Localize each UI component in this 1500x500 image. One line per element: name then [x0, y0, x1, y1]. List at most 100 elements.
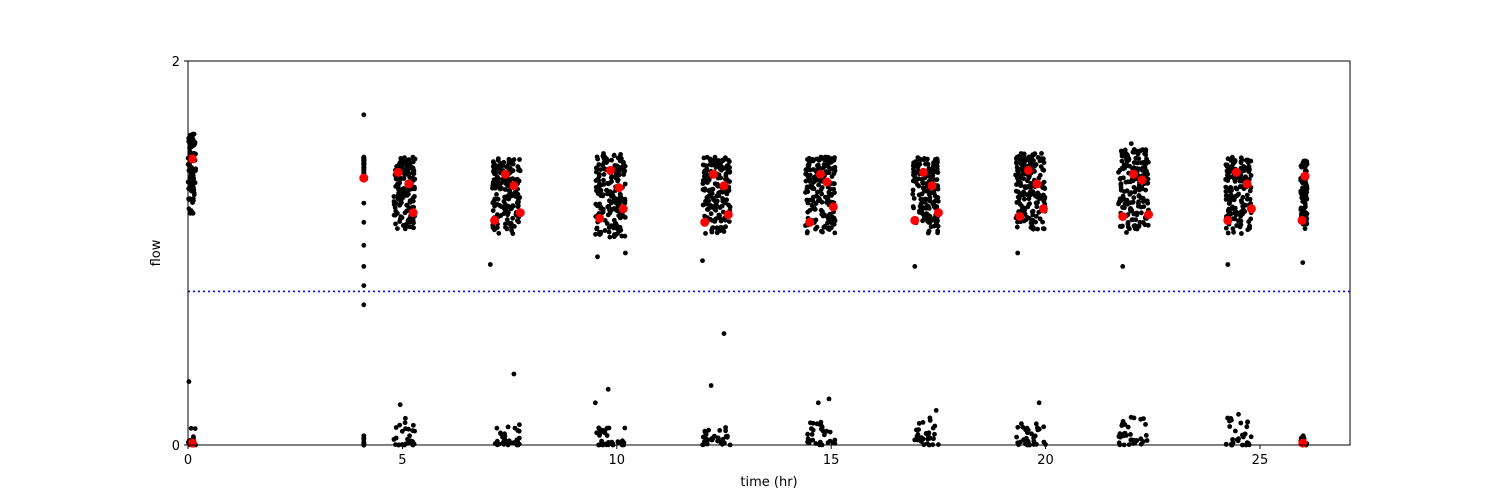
raw-point — [1020, 424, 1026, 430]
raw-point — [1014, 434, 1019, 440]
raw-point — [1239, 209, 1245, 214]
raw-point — [621, 199, 627, 205]
raw-point — [810, 198, 816, 204]
raw-point — [915, 182, 920, 187]
raw-point — [1023, 217, 1029, 223]
raw-point — [831, 186, 837, 192]
raw-point — [820, 428, 826, 434]
raw-point — [820, 213, 826, 219]
raw-point — [1125, 424, 1131, 430]
raw-point — [495, 212, 500, 218]
mean-point — [816, 169, 825, 179]
raw-point — [717, 166, 723, 172]
outlier-point — [592, 400, 598, 406]
raw-point — [404, 191, 410, 196]
outlier-point — [1225, 262, 1231, 267]
raw-point — [917, 203, 923, 209]
raw-point — [1029, 209, 1035, 215]
raw-point — [509, 228, 514, 233]
raw-point — [911, 170, 916, 175]
raw-point — [606, 425, 612, 431]
raw-point — [914, 427, 919, 433]
mean-point — [933, 208, 943, 218]
raw-point — [814, 224, 820, 230]
raw-point — [1031, 438, 1037, 444]
raw-point — [934, 158, 940, 164]
raw-point — [1132, 440, 1138, 446]
raw-point — [495, 158, 501, 163]
mean-point — [1298, 438, 1308, 448]
raw-point — [1304, 159, 1310, 165]
raw-point — [188, 143, 193, 149]
raw-point — [361, 165, 367, 171]
raw-point — [1141, 204, 1147, 210]
raw-point — [412, 184, 417, 190]
raw-point — [1015, 424, 1021, 430]
raw-point — [1024, 157, 1030, 163]
raw-point — [812, 206, 817, 212]
raw-point — [708, 211, 714, 217]
raw-point — [1041, 179, 1047, 185]
raw-point — [704, 166, 710, 172]
raw-point — [594, 430, 600, 436]
raw-point — [604, 156, 609, 162]
raw-point — [1029, 222, 1035, 228]
mean-point — [393, 167, 403, 177]
raw-point — [925, 436, 931, 442]
raw-point — [501, 438, 507, 444]
raw-point — [1231, 229, 1236, 235]
raw-point — [190, 136, 196, 142]
raw-point — [407, 224, 413, 230]
raw-point — [1238, 222, 1244, 228]
raw-point — [816, 182, 821, 188]
raw-point — [1037, 172, 1043, 178]
raw-point — [1139, 210, 1144, 216]
raw-point — [1031, 226, 1037, 232]
outlier-point — [186, 379, 192, 384]
mean-point — [187, 154, 197, 164]
raw-point — [188, 425, 194, 431]
mean-point — [490, 215, 500, 225]
raw-point — [809, 432, 815, 437]
raw-point — [700, 187, 706, 192]
raw-point — [810, 156, 815, 162]
raw-point — [516, 219, 521, 225]
raw-point — [1246, 167, 1252, 173]
raw-point — [1223, 176, 1229, 182]
raw-point — [721, 165, 727, 171]
raw-point — [1117, 224, 1123, 229]
raw-point — [192, 426, 198, 431]
raw-point — [1300, 159, 1306, 165]
raw-point — [505, 182, 511, 188]
raw-point — [717, 428, 723, 433]
raw-point — [1120, 418, 1126, 424]
raw-point — [187, 149, 193, 155]
raw-point — [516, 441, 522, 447]
raw-point — [935, 228, 941, 234]
raw-point — [402, 420, 408, 426]
raw-point — [1136, 193, 1142, 198]
mean-point — [828, 202, 838, 212]
raw-point — [920, 436, 926, 442]
raw-point — [915, 437, 921, 443]
raw-point — [393, 435, 399, 441]
raw-point — [926, 228, 932, 234]
raw-point — [1229, 197, 1235, 202]
raw-point — [1014, 154, 1020, 160]
raw-point — [615, 198, 621, 204]
raw-point — [186, 162, 192, 168]
raw-point — [1227, 169, 1233, 174]
raw-point — [1033, 219, 1038, 225]
raw-point — [494, 192, 499, 197]
raw-point — [1223, 184, 1229, 190]
raw-point — [510, 215, 516, 221]
raw-point — [516, 199, 521, 205]
outlier-point — [511, 371, 517, 377]
raw-point — [618, 152, 623, 157]
raw-point — [1040, 219, 1045, 225]
raw-point — [822, 432, 827, 438]
raw-point — [1017, 176, 1022, 182]
raw-point — [820, 229, 825, 235]
raw-point — [1117, 167, 1123, 173]
